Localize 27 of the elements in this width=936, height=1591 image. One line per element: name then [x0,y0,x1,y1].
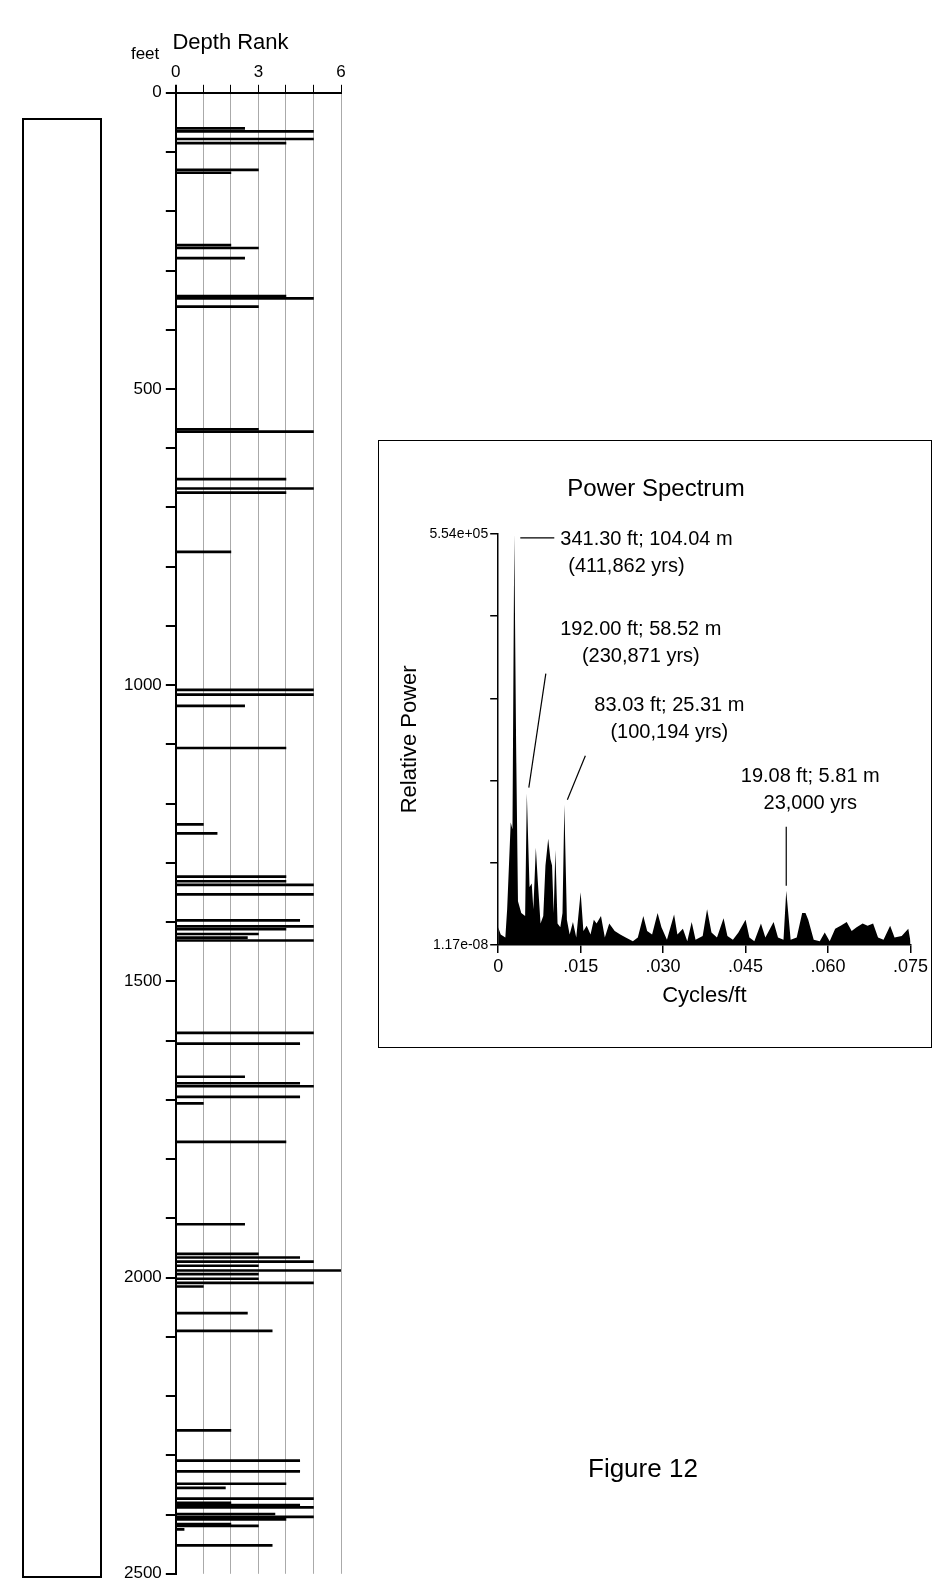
y-axis-title: Relative Power [396,665,422,814]
x-tick-label: .045 [728,955,764,976]
y-tick-label: 5.54e+05 [429,524,489,541]
caption: Figure 12 [588,1453,698,1484]
x-tick-label: .015 [563,955,599,976]
x-tick-label: .030 [645,955,681,976]
y-tick-label: 2000 [123,1267,162,1287]
chart-title: Power Spectrum [567,474,745,502]
y-tick-label: 1000 [123,674,162,694]
y-tick-label: 1.17e-08 [432,935,489,952]
annotation: 192.00 ft; 58.52 m (230,871 yrs) [560,617,722,667]
x-tick-label: 0 [171,62,181,82]
annotation: 341.30 ft; 104.04 m (411,862 yrs) [560,527,733,577]
x-tick-label: 3 [253,62,264,82]
y-tick-label: 500 [133,378,162,398]
chart-title: Depth Rank [172,29,290,55]
x-axis-title: Cycles/ft [662,981,747,1007]
y-tick-label: 1500 [123,971,162,991]
y-tick-label: 0 [152,82,162,102]
x-tick-label: .075 [892,955,929,976]
y-axis-title: feet [130,44,160,64]
x-tick-label: 0 [493,955,504,976]
annotation: 19.08 ft; 5.81 m 23,000 yrs [740,764,880,814]
x-tick-label: 6 [336,62,346,82]
annotation: 83.03 ft; 25.31 m (100,194 yrs) [594,693,745,743]
y-tick-label: 2500 [123,1563,162,1583]
x-tick-label: .060 [810,955,846,976]
